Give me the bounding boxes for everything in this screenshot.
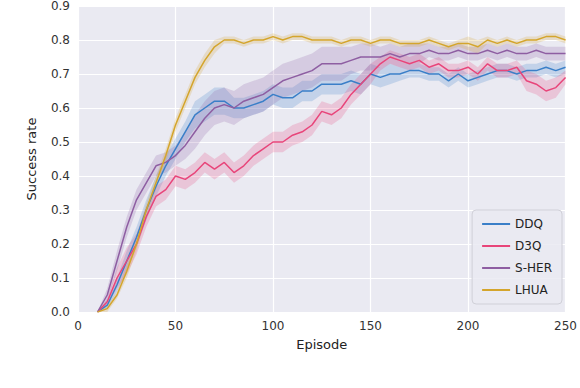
svg-text:0.2: 0.2: [51, 237, 70, 251]
svg-text:250: 250: [554, 319, 577, 333]
svg-text:DDQ: DDQ: [515, 217, 543, 231]
svg-text:0.9: 0.9: [51, 0, 70, 13]
svg-text:0.8: 0.8: [51, 33, 70, 47]
svg-text:0.6: 0.6: [51, 101, 70, 115]
svg-text:LHUA: LHUA: [515, 283, 548, 297]
svg-text:0: 0: [74, 319, 82, 333]
svg-text:200: 200: [457, 319, 480, 333]
svg-text:0.0: 0.0: [51, 305, 70, 319]
svg-text:100: 100: [262, 319, 285, 333]
svg-text:Episode: Episode: [296, 337, 347, 352]
svg-text:0.7: 0.7: [51, 67, 70, 81]
svg-text:S-HER: S-HER: [515, 261, 552, 275]
svg-text:D3Q: D3Q: [515, 239, 541, 253]
svg-text:150: 150: [359, 319, 382, 333]
svg-text:0.1: 0.1: [51, 271, 70, 285]
svg-text:Success rate: Success rate: [24, 118, 39, 201]
svg-text:0.4: 0.4: [51, 169, 70, 183]
svg-text:50: 50: [168, 319, 183, 333]
svg-text:0.3: 0.3: [51, 203, 70, 217]
svg-text:0.5: 0.5: [51, 135, 70, 149]
